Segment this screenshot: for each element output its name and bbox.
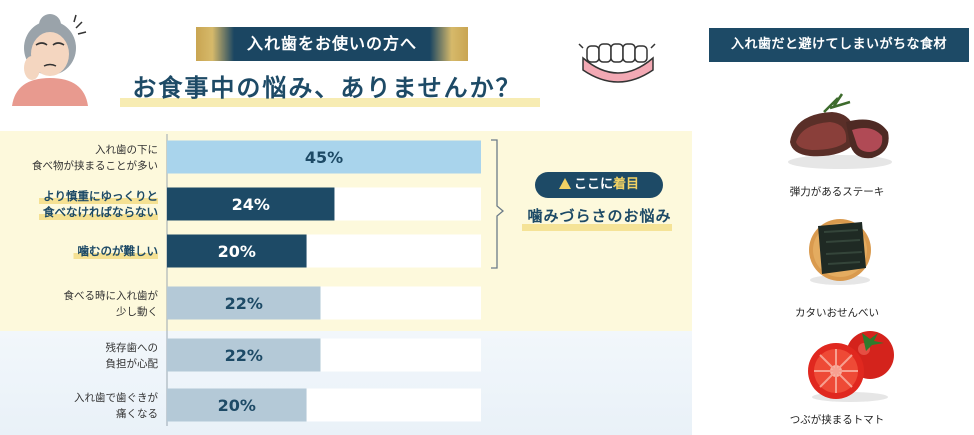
category-highlight xyxy=(39,198,158,204)
bar xyxy=(167,388,307,422)
group-bracket xyxy=(491,139,505,269)
category-label: より慎重にゆっくりと xyxy=(43,189,158,203)
bar xyxy=(167,187,335,221)
category-label: 負担が心配 xyxy=(106,357,159,370)
worried-woman-icon xyxy=(12,14,88,106)
category-label: 少し動く xyxy=(116,305,158,318)
page-title: お食事中の悩み、ありませんか？ xyxy=(132,74,522,102)
tomato-icon xyxy=(808,331,894,402)
category-label: 痛くなる xyxy=(116,407,158,420)
bar xyxy=(167,286,321,320)
rice-cracker-icon xyxy=(809,219,871,285)
category-label: 食べなければならない xyxy=(43,205,158,219)
side-title: 入れ歯だと避けてしまいがちな食材 xyxy=(709,28,969,62)
category-label: 入れ歯の下に xyxy=(95,143,158,156)
category-label: 残存歯への xyxy=(106,341,159,354)
badge-prefix: ここに xyxy=(573,177,613,192)
bar xyxy=(167,234,307,268)
main-panel: 入れ歯をお使いの方へ お食事中の悩み、ありませんか？ 45% 入れ歯の下に食べ物が… xyxy=(0,14,692,435)
steak-icon xyxy=(788,93,892,169)
callout-underline xyxy=(522,224,672,231)
food-caption-tomato: つぶが挟まるトマト xyxy=(789,414,885,426)
bar-value-label: 22% xyxy=(225,294,263,313)
side-panel: 入れ歯だと避けてしまいがちな食材 弾力があるステーキ カタいおせんべい つぶが挟… xyxy=(700,0,974,435)
category-label: 入れ歯で歯ぐきが xyxy=(74,391,158,404)
headline-underline xyxy=(120,98,540,107)
food-caption-steak: 弾力があるステーキ xyxy=(789,186,885,198)
category-highlight xyxy=(39,214,158,220)
bar-value-label: 45% xyxy=(305,148,343,167)
bar xyxy=(167,140,481,174)
food-caption-rice-cracker: カタいおせんべい xyxy=(795,307,879,319)
bar-value-label: 22% xyxy=(225,346,263,365)
focus-badge: ここに着目 xyxy=(535,172,663,198)
category-label: 噛むのが難しい xyxy=(78,244,159,258)
category-highlight xyxy=(73,253,158,259)
bar xyxy=(167,338,321,372)
dentures-icon xyxy=(578,43,656,83)
category-label: 食べる時に入れ歯が xyxy=(64,289,159,302)
bar-value-label: 24% xyxy=(232,195,270,214)
intro-tag: 入れ歯をお使いの方へ xyxy=(196,27,468,61)
bar-value-label: 20% xyxy=(218,396,256,415)
bar-value-label: 20% xyxy=(218,242,256,261)
badge-accent: 着目 xyxy=(613,177,640,192)
category-label: 食べ物が挟まることが多い xyxy=(32,159,158,172)
callout-text: 噛みづらさのお悩み xyxy=(527,207,672,225)
warning-icon xyxy=(558,178,571,189)
